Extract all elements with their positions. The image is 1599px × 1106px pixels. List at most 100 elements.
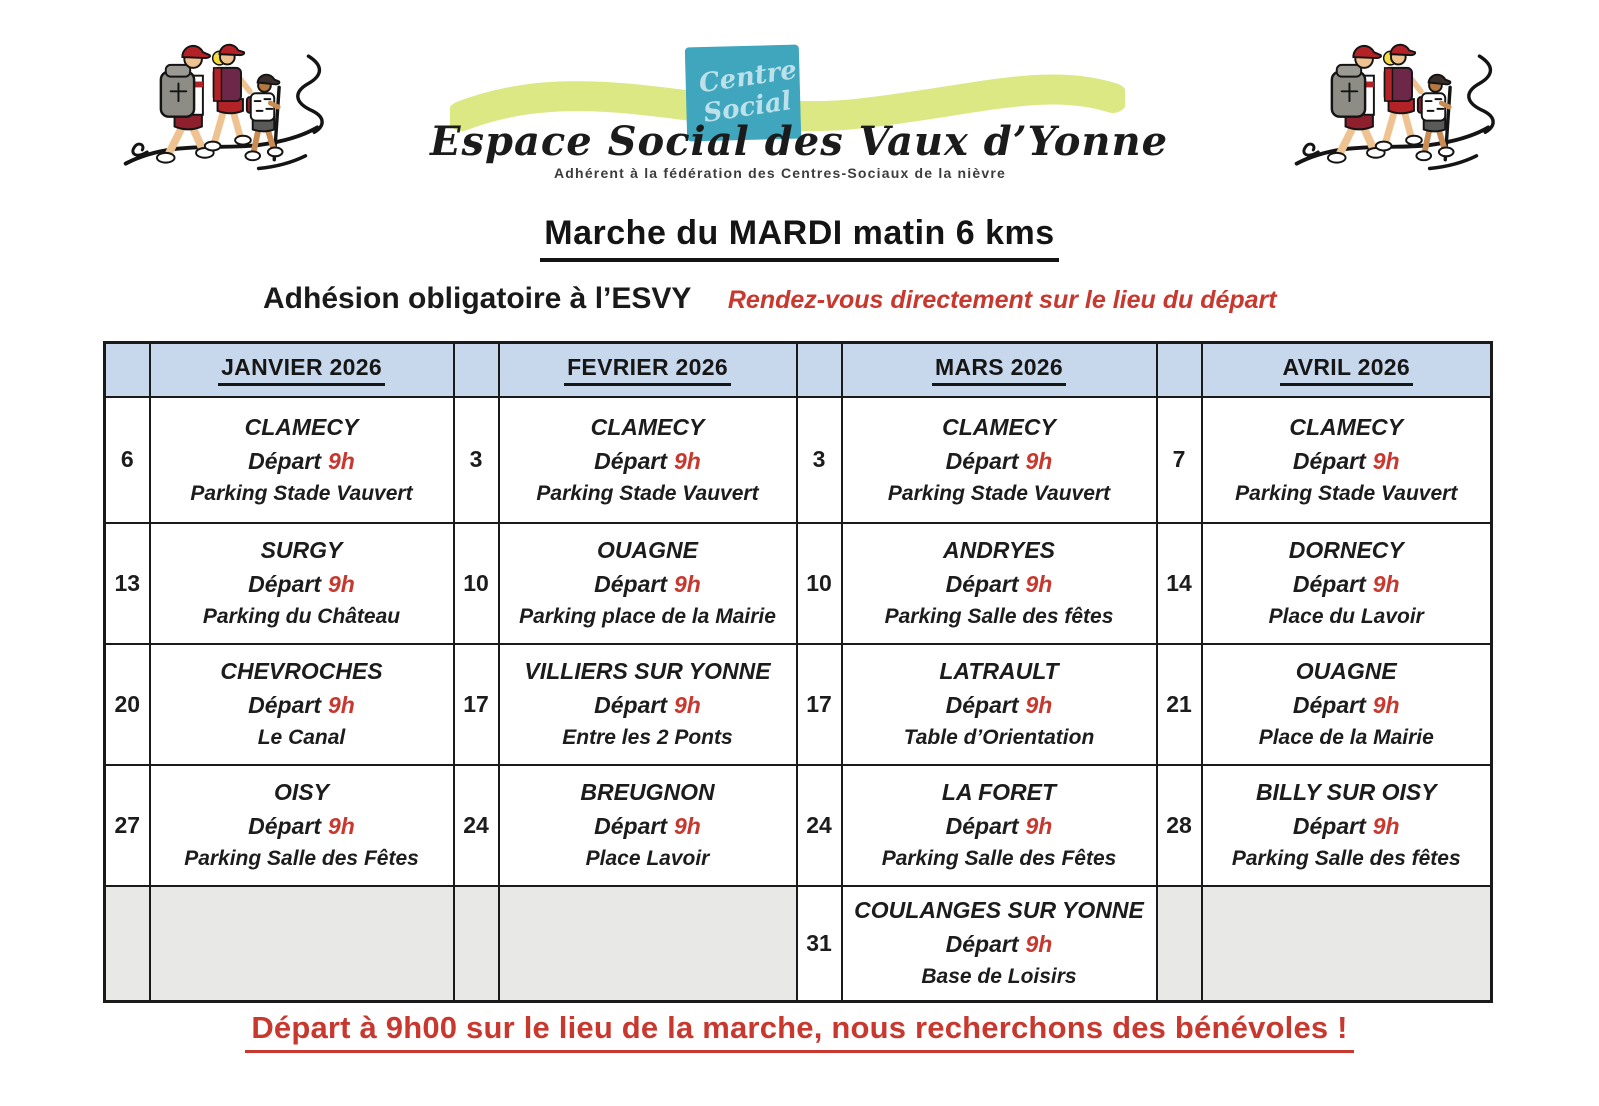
day-cell: 17 [452, 642, 500, 766]
org-tagline: Adhérent à la fédération des Centres-Soc… [554, 165, 1006, 181]
event-depart: Départ 9h [945, 813, 1053, 839]
event-place: CLAMECY [590, 413, 705, 440]
event-cell: OUAGNE Départ 9h Place de la Mairie [1200, 642, 1493, 766]
month-header-janvier: JANVIER 2026 [148, 341, 455, 398]
table-row: 6 CLAMECY Départ 9h Parking Stade Vauvert… [103, 395, 1493, 524]
day-cell: 14 [1155, 521, 1203, 645]
event-cell: SURGY Départ 9h Parking du Château [148, 521, 455, 645]
table-row: 27 OISY Départ 9h Parking Salle des Fêtes… [103, 763, 1493, 887]
event-place: CLAMECY [942, 413, 1056, 440]
event-location: Parking Salle des Fêtes [881, 847, 1117, 870]
event-cell: CLAMECY Départ 9h Parking Stade Vauvert [1200, 395, 1493, 524]
event-place: BILLY SUR OISY [1255, 779, 1437, 805]
day-column-header [795, 341, 843, 398]
day-column-header [1155, 341, 1203, 398]
event-cell: CLAMECY Départ 9h Parking Stade Vauvert [840, 395, 1158, 524]
footer-note: Départ à 9h00 sur le lieu de la marche, … [245, 1010, 1354, 1053]
event-place: OUAGNE [597, 537, 698, 563]
day-cell: 24 [452, 763, 500, 887]
footer-row: Départ à 9h00 sur le lieu de la marche, … [0, 1010, 1599, 1053]
day-cell: 6 [103, 395, 151, 524]
event-depart: Départ 9h [945, 447, 1053, 474]
event-location: Table d’Orientation [903, 726, 1095, 749]
event-cell: OISY Départ 9h Parking Salle des Fêtes [148, 763, 455, 887]
event-cell: CLAMECY Départ 9h Parking Stade Vauvert [148, 395, 455, 524]
table-row: 31 COULANGES SUR YONNE Départ 9h Base de … [103, 884, 1493, 1003]
event-cell: CLAMECY Départ 9h Parking Stade Vauvert [497, 395, 798, 524]
day-cell: 17 [795, 642, 843, 766]
depart-time: 9h [1025, 571, 1053, 597]
day-cell: 21 [1155, 642, 1203, 766]
event-location: Parking Stade Vauvert [887, 481, 1111, 505]
event-place: CHEVROCHES [220, 658, 383, 684]
event-cell: DORNECY Départ 9h Place du Lavoir [1200, 521, 1493, 645]
day-cell: 27 [103, 763, 151, 887]
depart-time: 9h [1025, 447, 1053, 474]
event-depart: Départ 9h [1292, 692, 1400, 718]
empty-cell [1155, 884, 1203, 1003]
event-depart: Départ 9h [248, 813, 355, 839]
green-wave-brush [450, 74, 1125, 132]
empty-cell [497, 884, 798, 1003]
event-depart: Départ 9h [594, 447, 701, 474]
event-depart: Départ 9h [248, 447, 355, 474]
event-place: BREUGNON [580, 779, 715, 805]
day-cell: 10 [795, 521, 843, 645]
event-depart: Départ 9h [594, 692, 701, 718]
event-depart: Départ 9h [945, 931, 1053, 958]
hikers-clipart-left [123, 43, 324, 171]
subtitle-row: Adhésion obligatoire à l’ESVY Rendez-vou… [263, 282, 1463, 316]
depart-time: 9h [1025, 931, 1053, 958]
meeting-note: Rendez-vous directement sur le lieu du d… [727, 286, 1277, 314]
depart-time: 9h [674, 813, 701, 839]
depart-time: 9h [328, 571, 355, 597]
event-place: SURGY [260, 537, 343, 563]
event-place: VILLIERS SUR YONNE [524, 658, 771, 684]
event-location: Le Canal [257, 726, 346, 749]
depart-time: 9h [674, 571, 701, 597]
day-cell: 3 [795, 395, 843, 524]
event-place: CLAMECY [244, 413, 359, 440]
event-location: Parking Salle des fêtes [1231, 847, 1461, 870]
hikers-clipart-right [1283, 30, 1498, 178]
day-cell: 24 [795, 763, 843, 887]
event-location: Parking du Château [202, 605, 401, 628]
event-location: Parking Stade Vauvert [1235, 481, 1458, 505]
event-place: LATRAULT [939, 658, 1059, 684]
day-cell: 28 [1155, 763, 1203, 887]
day-cell: 13 [103, 521, 151, 645]
event-cell: LA FORET Départ 9h Parking Salle des Fête… [840, 763, 1158, 887]
event-location: Base de Loisirs [921, 965, 1077, 989]
event-place: OISY [274, 779, 329, 805]
event-place: ANDRYES [942, 537, 1056, 563]
event-cell: ANDRYES Départ 9h Parking Salle des fêtes [840, 521, 1158, 645]
event-depart: Départ 9h [1292, 571, 1400, 597]
event-depart: Départ 9h [1292, 447, 1400, 474]
event-place: COULANGES SUR YONNE [854, 897, 1144, 924]
event-location: Parking Salle des fêtes [884, 605, 1114, 628]
event-cell: BILLY SUR OISY Départ 9h Parking Salle de… [1200, 763, 1493, 887]
day-column-header [452, 341, 500, 398]
event-location: Entre les 2 Ponts [562, 726, 733, 749]
day-cell: 10 [452, 521, 500, 645]
table-header-row: JANVIER 2026 FEVRIER 2026 MARS 2026 AVRI… [103, 341, 1493, 398]
depart-time: 9h [328, 813, 355, 839]
depart-time: 9h [1025, 813, 1053, 839]
event-location: Parking Stade Vauvert [190, 481, 413, 505]
depart-time: 9h [1025, 692, 1053, 718]
event-cell: LATRAULT Départ 9h Table d’Orientation [840, 642, 1158, 766]
day-cell: 3 [452, 395, 500, 524]
day-cell: 31 [795, 884, 843, 1003]
day-cell: 20 [103, 642, 151, 766]
schedule-table: JANVIER 2026 FEVRIER 2026 MARS 2026 AVRI… [103, 341, 1493, 1003]
month-header-avril: AVRIL 2026 [1200, 341, 1493, 398]
empty-cell [1200, 884, 1493, 1003]
empty-cell [103, 884, 151, 1003]
event-depart: Départ 9h [248, 571, 355, 597]
depart-time: 9h [1372, 813, 1400, 839]
page-title: Marche du MARDI matin 6 kms [540, 214, 1059, 262]
event-depart: Départ 9h [945, 692, 1053, 718]
event-location: Place de la Mairie [1258, 726, 1434, 749]
month-header-mars: MARS 2026 [840, 341, 1158, 398]
